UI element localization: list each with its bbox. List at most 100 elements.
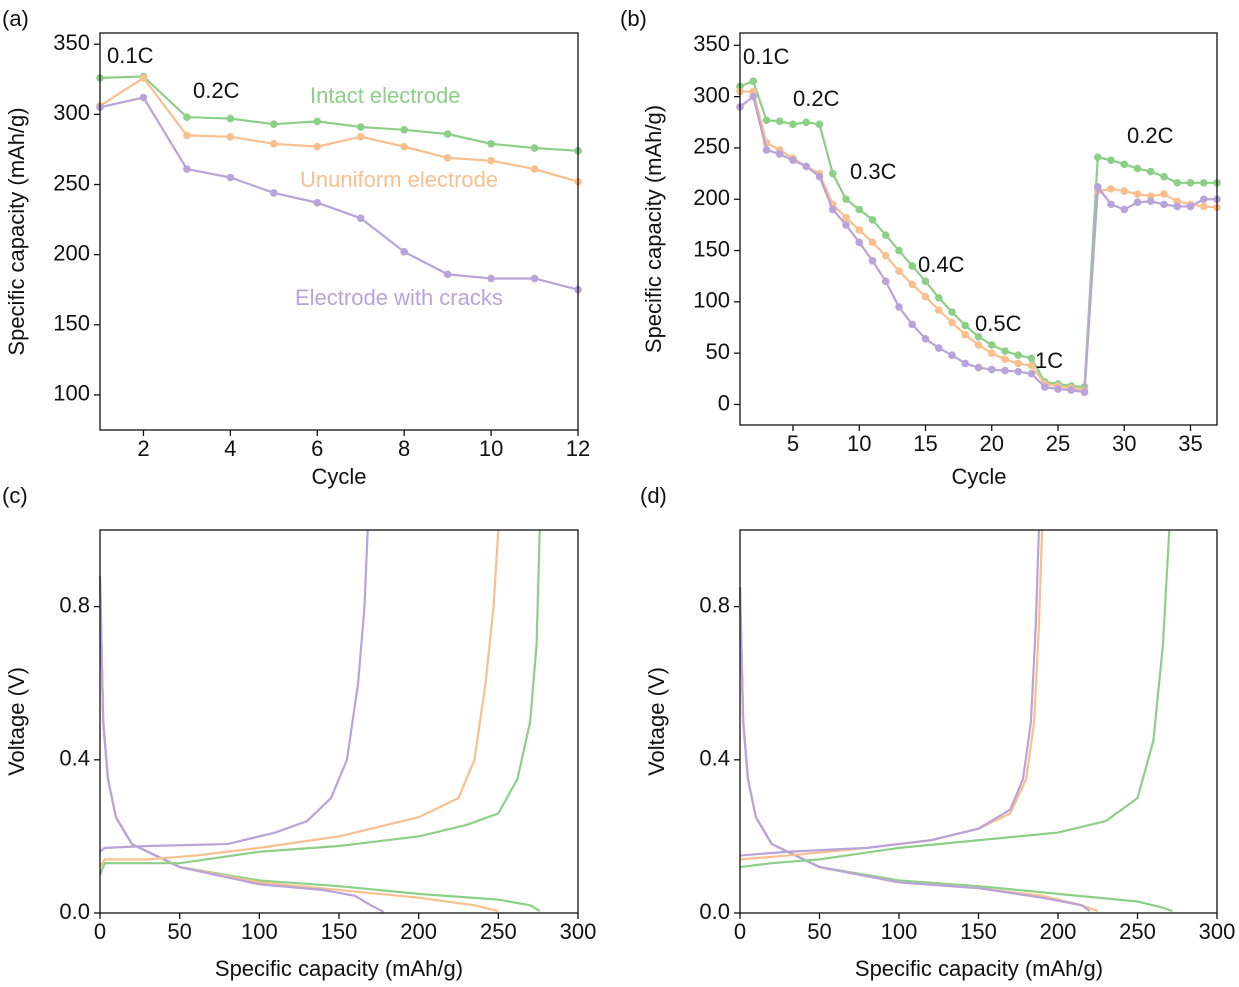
data-point — [1014, 359, 1023, 368]
x-tick-label: 250 — [480, 919, 517, 944]
data-point — [1186, 179, 1195, 187]
data-point — [1199, 195, 1208, 204]
y-tick-label: 0.8 — [59, 592, 90, 617]
data-point — [921, 335, 930, 343]
data-point — [313, 142, 322, 151]
series-line — [738, 587, 1173, 913]
series-line — [99, 529, 369, 853]
data-point — [868, 257, 877, 265]
data-point — [934, 344, 943, 352]
y-tick-label: 150 — [53, 311, 90, 336]
x-tick-label: 0 — [94, 919, 106, 944]
series-line — [738, 587, 1091, 912]
data-point — [1014, 351, 1023, 360]
series-line — [739, 529, 1171, 869]
data-point — [1093, 183, 1102, 191]
data-point — [1040, 383, 1049, 391]
data-point — [400, 125, 408, 134]
annotation: 0.1C — [107, 43, 154, 68]
data-point — [855, 205, 864, 214]
data-point — [1120, 187, 1129, 195]
data-point — [1067, 386, 1076, 394]
annotation: 0.5C — [975, 311, 1022, 336]
y-axis-label: Voltage (V) — [4, 667, 29, 776]
y-tick-label: 300 — [53, 100, 90, 125]
panel-label: (c) — [2, 483, 28, 508]
x-tick-label: 150 — [321, 919, 358, 944]
x-tick-label: 10 — [847, 431, 871, 456]
data-point — [842, 195, 850, 204]
data-point — [855, 226, 864, 234]
data-point — [749, 92, 758, 101]
y-tick-label: 100 — [53, 381, 90, 406]
data-point — [487, 140, 495, 148]
annotation: 1C — [1035, 348, 1063, 373]
data-point — [313, 198, 322, 207]
data-point — [1146, 167, 1155, 176]
data-point — [443, 130, 452, 138]
y-tick-label: 0.4 — [59, 746, 90, 771]
data-point — [1027, 369, 1036, 378]
data-point — [1120, 160, 1129, 169]
y-tick-label: 350 — [693, 31, 730, 56]
data-point — [987, 341, 996, 349]
data-point — [802, 162, 811, 171]
series-line — [739, 529, 1041, 857]
annotation: 0.2C — [1127, 123, 1174, 148]
y-tick-label: 150 — [693, 236, 730, 261]
data-point — [961, 321, 970, 330]
data-point — [1160, 172, 1168, 181]
x-tick-label: 12 — [566, 436, 590, 461]
data-point — [487, 274, 495, 283]
data-point — [1107, 185, 1115, 193]
x-tick-label: 35 — [1178, 431, 1202, 456]
y-axis-label: Specific capacity (mAh/g) — [641, 105, 666, 353]
data-point — [868, 238, 877, 247]
data-point — [226, 173, 235, 182]
data-point — [356, 214, 365, 222]
data-point — [1146, 197, 1155, 206]
y-tick-label: 0 — [718, 390, 730, 415]
data-point — [400, 248, 408, 256]
data-point — [815, 172, 824, 181]
data-point — [530, 165, 539, 173]
data-point — [270, 140, 278, 148]
data-point — [948, 308, 956, 316]
data-point — [1054, 385, 1062, 393]
y-tick-label: 250 — [693, 134, 730, 159]
data-point — [183, 113, 191, 121]
data-point — [1027, 361, 1036, 370]
data-point — [934, 293, 943, 302]
data-point — [226, 133, 235, 141]
data-point — [987, 349, 996, 357]
x-tick-label: 50 — [167, 919, 191, 944]
annotation: 0.3C — [850, 159, 897, 184]
data-point — [1133, 198, 1142, 207]
x-tick-label: 4 — [224, 436, 236, 461]
data-point — [789, 156, 797, 165]
data-point — [183, 165, 191, 173]
panel-label: (b) — [620, 6, 647, 31]
data-point — [1186, 202, 1195, 211]
data-point — [226, 114, 235, 123]
data-point — [948, 351, 956, 360]
data-point — [183, 131, 191, 140]
data-point — [895, 303, 903, 311]
data-point — [802, 118, 811, 127]
x-tick-label: 100 — [881, 919, 918, 944]
data-point — [921, 277, 930, 286]
x-axis-label: Specific capacity (mAh/g) — [215, 956, 463, 981]
series-label: Intact electrode — [310, 83, 460, 108]
annotation: 0.2C — [193, 78, 240, 103]
axes-frame — [739, 32, 1218, 426]
series-line — [738, 598, 1099, 913]
data-point — [1199, 202, 1208, 211]
data-point — [789, 120, 797, 129]
data-point — [356, 123, 365, 131]
data-point — [1173, 202, 1182, 211]
data-point — [961, 359, 970, 368]
data-point — [921, 292, 930, 301]
x-tick-label: 25 — [1046, 431, 1070, 456]
y-tick-label: 0.0 — [59, 899, 90, 924]
data-point — [270, 189, 278, 197]
